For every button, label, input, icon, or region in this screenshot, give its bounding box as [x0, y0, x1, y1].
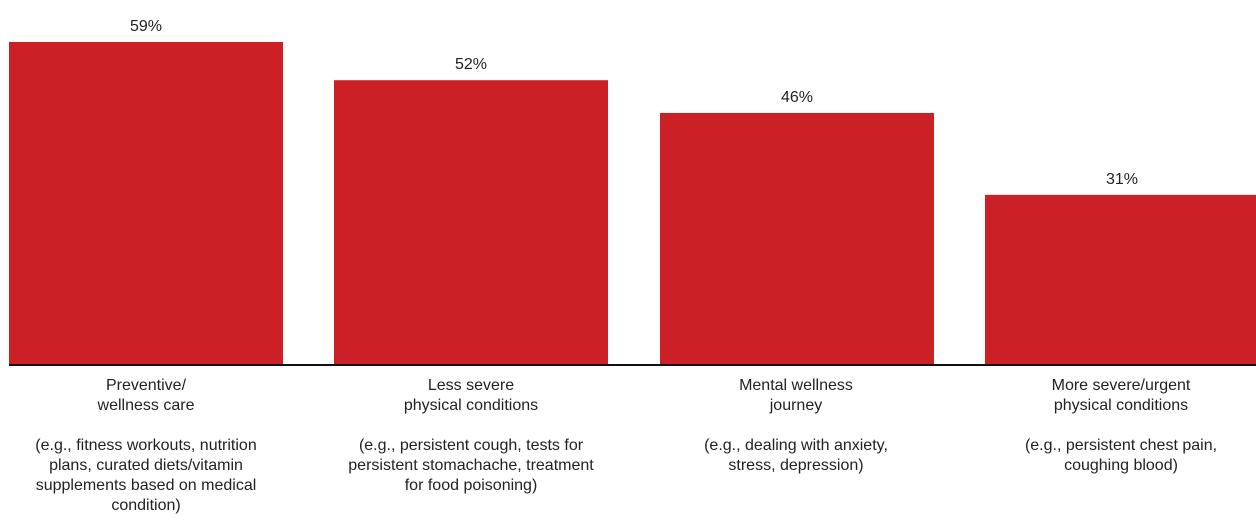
category-example: (e.g., dealing with anxiety, stress, dep… — [704, 437, 888, 474]
bar-4 — [985, 194, 1256, 364]
data-label-4: 31% — [1106, 171, 1138, 188]
bar-3 — [660, 112, 934, 364]
category-label-mental-wellness: Mental wellness journey (e.g., dealing w… — [646, 376, 946, 476]
category-title: Preventive/ wellness care — [97, 377, 195, 414]
category-title: Mental wellness journey — [739, 377, 853, 414]
category-title: Less severe physical conditions — [403, 377, 539, 414]
data-label-1: 59% — [130, 18, 162, 35]
category-title: More severe/urgent physical conditions — [1051, 377, 1191, 414]
category-label-preventive: Preventive/ wellness care (e.g., fitness… — [0, 376, 296, 516]
bar-2 — [334, 80, 608, 364]
bar-1 — [9, 42, 283, 364]
category-label-less-severe: Less severe physical conditions (e.g., p… — [321, 376, 621, 496]
category-example: (e.g., persistent cough, tests for persi… — [348, 437, 594, 494]
category-example: (e.g., persistent chest pain, coughing b… — [1024, 437, 1218, 474]
data-label-2: 52% — [455, 56, 487, 73]
category-label-more-severe: More severe/urgent physical conditions (… — [971, 376, 1256, 476]
category-example: (e.g., fitness workouts, nutrition plans… — [35, 437, 257, 514]
data-label-3: 46% — [781, 89, 813, 106]
